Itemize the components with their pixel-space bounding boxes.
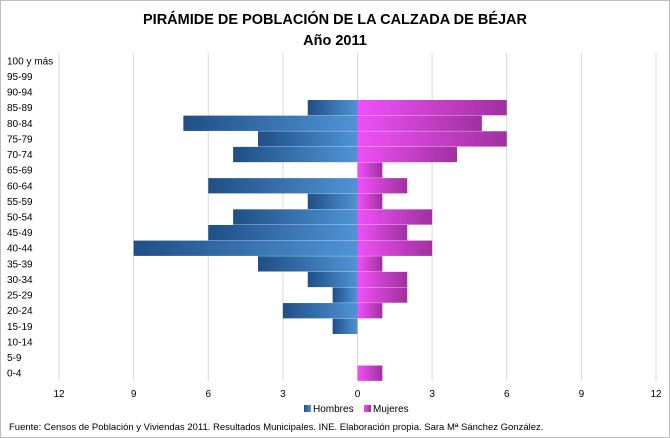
x-tick-label: 9 bbox=[131, 389, 137, 400]
bars-group bbox=[133, 100, 507, 381]
legend-label: Mujeres bbox=[373, 404, 409, 415]
legend-swatch bbox=[364, 405, 371, 412]
bar-hombres bbox=[208, 178, 358, 194]
bar-mujeres bbox=[357, 100, 507, 116]
category-label: 55-59 bbox=[7, 197, 33, 208]
x-tick-label: 12 bbox=[53, 389, 65, 400]
bar-mujeres bbox=[357, 271, 408, 288]
bar-hombres bbox=[258, 256, 358, 272]
category-label: 85-89 bbox=[7, 103, 33, 114]
category-label: 20-24 bbox=[7, 306, 33, 317]
bar-hombres bbox=[258, 131, 358, 147]
category-label: 70-74 bbox=[7, 150, 33, 161]
bar-mujeres bbox=[357, 146, 457, 163]
x-tick-label: 6 bbox=[205, 389, 211, 400]
bar-hombres bbox=[332, 287, 358, 303]
x-axis-tick-labels: 12 9 6 3 0 3 6 9 12 bbox=[53, 389, 662, 400]
x-tick-label: 0 bbox=[355, 389, 361, 400]
category-labels: 100 y más 95-99 90-94 85-89 80-84 75-79 70-74 6… bbox=[7, 56, 53, 379]
bar-hombres bbox=[282, 303, 358, 319]
category-label: 90-94 bbox=[7, 88, 33, 99]
category-label: 0-4 bbox=[7, 369, 22, 380]
category-label: 60-64 bbox=[7, 181, 33, 192]
legend-swatch bbox=[304, 405, 311, 412]
bar-mujeres bbox=[357, 209, 433, 225]
bar-hombres bbox=[133, 240, 358, 256]
chart-title: PIRÁMIDE DE POBLACIÓN DE LA CALZADA DE B… bbox=[143, 10, 528, 28]
bar-hombres bbox=[233, 209, 358, 225]
x-tick-label: 9 bbox=[579, 389, 585, 400]
category-label: 65-69 bbox=[7, 166, 33, 177]
category-label: 10-14 bbox=[7, 337, 33, 348]
x-tick-label: 3 bbox=[280, 389, 286, 400]
bar-mujeres bbox=[357, 224, 408, 241]
category-label: 25-29 bbox=[7, 291, 33, 302]
category-label: 95-99 bbox=[7, 72, 33, 83]
bar-mujeres bbox=[357, 287, 408, 303]
bar-mujeres bbox=[357, 193, 383, 210]
source-note: Fuente: Censos de Población y Viviendas … bbox=[9, 422, 544, 433]
bar-hombres bbox=[183, 115, 358, 131]
bar-hombres bbox=[307, 100, 358, 116]
x-tick-label: 3 bbox=[429, 389, 435, 400]
x-tick-label: 6 bbox=[504, 389, 510, 400]
bar-hombres bbox=[208, 224, 358, 241]
bar-mujeres bbox=[357, 115, 482, 131]
bar-mujeres bbox=[357, 256, 383, 272]
category-label: 30-34 bbox=[7, 275, 33, 286]
chart-subtitle: Año 2011 bbox=[303, 33, 367, 49]
bar-mujeres bbox=[357, 162, 383, 178]
category-label: 75-79 bbox=[7, 134, 33, 145]
category-label: 100 y más bbox=[7, 56, 53, 67]
x-tick-label: 12 bbox=[650, 389, 662, 400]
bar-hombres bbox=[332, 318, 358, 334]
bar-hombres bbox=[307, 271, 358, 288]
bar-mujeres bbox=[357, 178, 408, 194]
category-label: 45-49 bbox=[7, 228, 33, 239]
bar-hombres bbox=[233, 146, 358, 163]
category-label: 35-39 bbox=[7, 259, 33, 270]
legend-label: Hombres bbox=[313, 404, 354, 415]
bar-mujeres bbox=[357, 365, 383, 381]
category-label: 50-54 bbox=[7, 213, 33, 224]
bar-mujeres bbox=[357, 240, 433, 256]
category-label: 5-9 bbox=[7, 353, 22, 364]
legend: Hombres Mujeres bbox=[304, 404, 409, 415]
bar-hombres bbox=[307, 193, 358, 210]
bar-mujeres bbox=[357, 303, 383, 319]
bar-mujeres bbox=[357, 131, 507, 147]
category-label: 40-44 bbox=[7, 244, 33, 255]
category-label: 15-19 bbox=[7, 322, 33, 333]
category-label: 80-84 bbox=[7, 119, 33, 130]
